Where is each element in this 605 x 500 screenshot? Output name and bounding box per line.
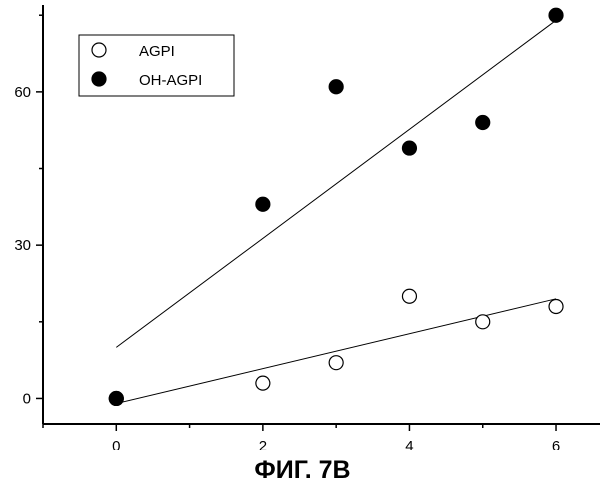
data-point-agpi <box>328 355 344 371</box>
data-point-agpi <box>548 298 564 315</box>
y-tick-label: 0 <box>23 390 31 407</box>
data-point-oh-agpi <box>255 196 271 212</box>
x-tick-label: 0 <box>112 438 120 450</box>
data-points <box>108 7 564 407</box>
figure-caption: ФИГ. 7B <box>254 456 351 484</box>
data-point-agpi <box>401 288 418 304</box>
x-tick-label: 2 <box>259 438 267 450</box>
legend-marker-agpi <box>91 42 107 58</box>
trendline-agpi <box>116 298 557 405</box>
legend: AGPI OH-AGPI <box>78 34 235 97</box>
y-tick-label: 60 <box>14 84 31 101</box>
data-point-oh-agpi <box>328 79 344 95</box>
data-point-agpi <box>475 314 491 330</box>
data-point-oh-agpi <box>475 114 491 131</box>
legend-label-oh-agpi: OH-AGPI <box>139 72 202 89</box>
data-point-agpi <box>255 375 271 391</box>
data-point-oh-agpi <box>108 390 124 407</box>
y-tick-label: 30 <box>14 237 31 254</box>
legend-label-agpi: AGPI <box>139 43 175 60</box>
x-tick-label: 6 <box>552 438 560 450</box>
data-point-oh-agpi <box>401 140 418 156</box>
trendline-oh-agpi <box>115 19 557 348</box>
data-point-oh-agpi <box>548 7 564 23</box>
legend-marker-oh-agpi <box>91 71 107 87</box>
x-tick-label: 4 <box>405 438 413 450</box>
